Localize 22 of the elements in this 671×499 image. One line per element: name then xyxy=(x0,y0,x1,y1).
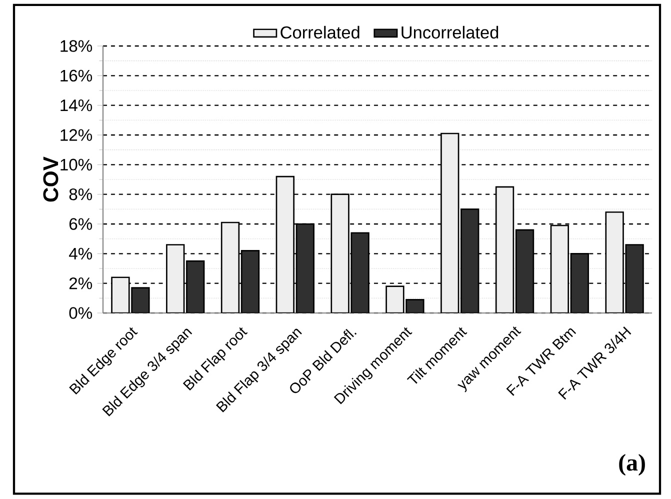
bar xyxy=(330,194,350,313)
y-tick-label: 8% xyxy=(69,188,92,200)
y-tick-label: 12% xyxy=(60,129,92,141)
bar xyxy=(220,222,240,313)
legend-label: Correlated xyxy=(280,26,360,39)
y-tick-label: 10% xyxy=(60,158,92,171)
y-tick-label: 2% xyxy=(69,277,92,290)
bar xyxy=(276,176,294,313)
y-tick-label: 18% xyxy=(60,40,92,52)
bar xyxy=(440,132,460,313)
y-tick-label: 16% xyxy=(60,70,92,82)
y-tick-label: 14% xyxy=(60,100,92,112)
y-tick-label: 4% xyxy=(69,248,92,260)
bar xyxy=(605,211,624,313)
y-axis-title: COV xyxy=(43,156,58,202)
bar xyxy=(495,186,514,313)
legend-label: Uncorrelated xyxy=(402,26,498,39)
y-tick-label: 0% xyxy=(69,307,92,319)
bar xyxy=(166,244,185,313)
y-tick-label: 6% xyxy=(69,218,92,230)
bar xyxy=(550,224,569,313)
text: (a) xyxy=(619,454,645,476)
